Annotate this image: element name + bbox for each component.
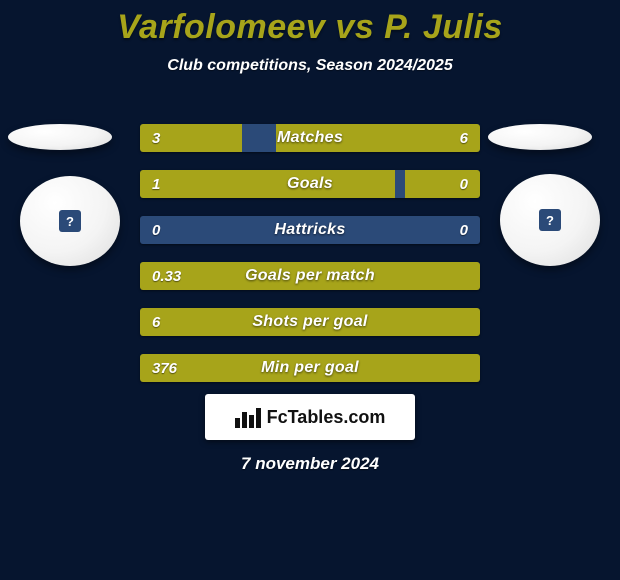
stat-label: Goals [140,170,480,198]
crest-glyph: ? [66,214,74,229]
stat-row: 6Shots per goal [140,308,480,336]
crest-glyph: ? [546,213,554,228]
stat-label: Goals per match [140,262,480,290]
player-right-avatar: ? [500,174,600,266]
stat-rows: 36Matches 10Goals 00Hattricks 0.33Goals per… [140,124,480,400]
brand-badge[interactable]: FcTables.com [205,394,415,440]
player-left-avatar: ? [20,176,120,266]
date-text: 7 november 2024 [0,454,620,474]
stat-label: Hattricks [140,216,480,244]
player-right-oval-flat [488,124,592,150]
page-title: Varfolomeev vs P. Julis [0,0,620,47]
player-left-oval-flat [8,124,112,150]
stat-row: 00Hattricks [140,216,480,244]
brand-text: FcTables.com [267,407,386,428]
stat-row: 10Goals [140,170,480,198]
stat-row: 0.33Goals per match [140,262,480,290]
subtitle: Club competitions, Season 2024/2025 [0,57,620,75]
stat-row: 376Min per goal [140,354,480,382]
stat-label: Min per goal [140,354,480,382]
player-right-crest: ? [539,209,561,231]
player-left-crest: ? [59,210,81,232]
stat-label: Matches [140,124,480,152]
stat-row: 36Matches [140,124,480,152]
comparison-infographic: Varfolomeev vs P. Julis Club competition… [0,0,620,580]
brand-bars-icon [235,406,261,428]
stat-label: Shots per goal [140,308,480,336]
